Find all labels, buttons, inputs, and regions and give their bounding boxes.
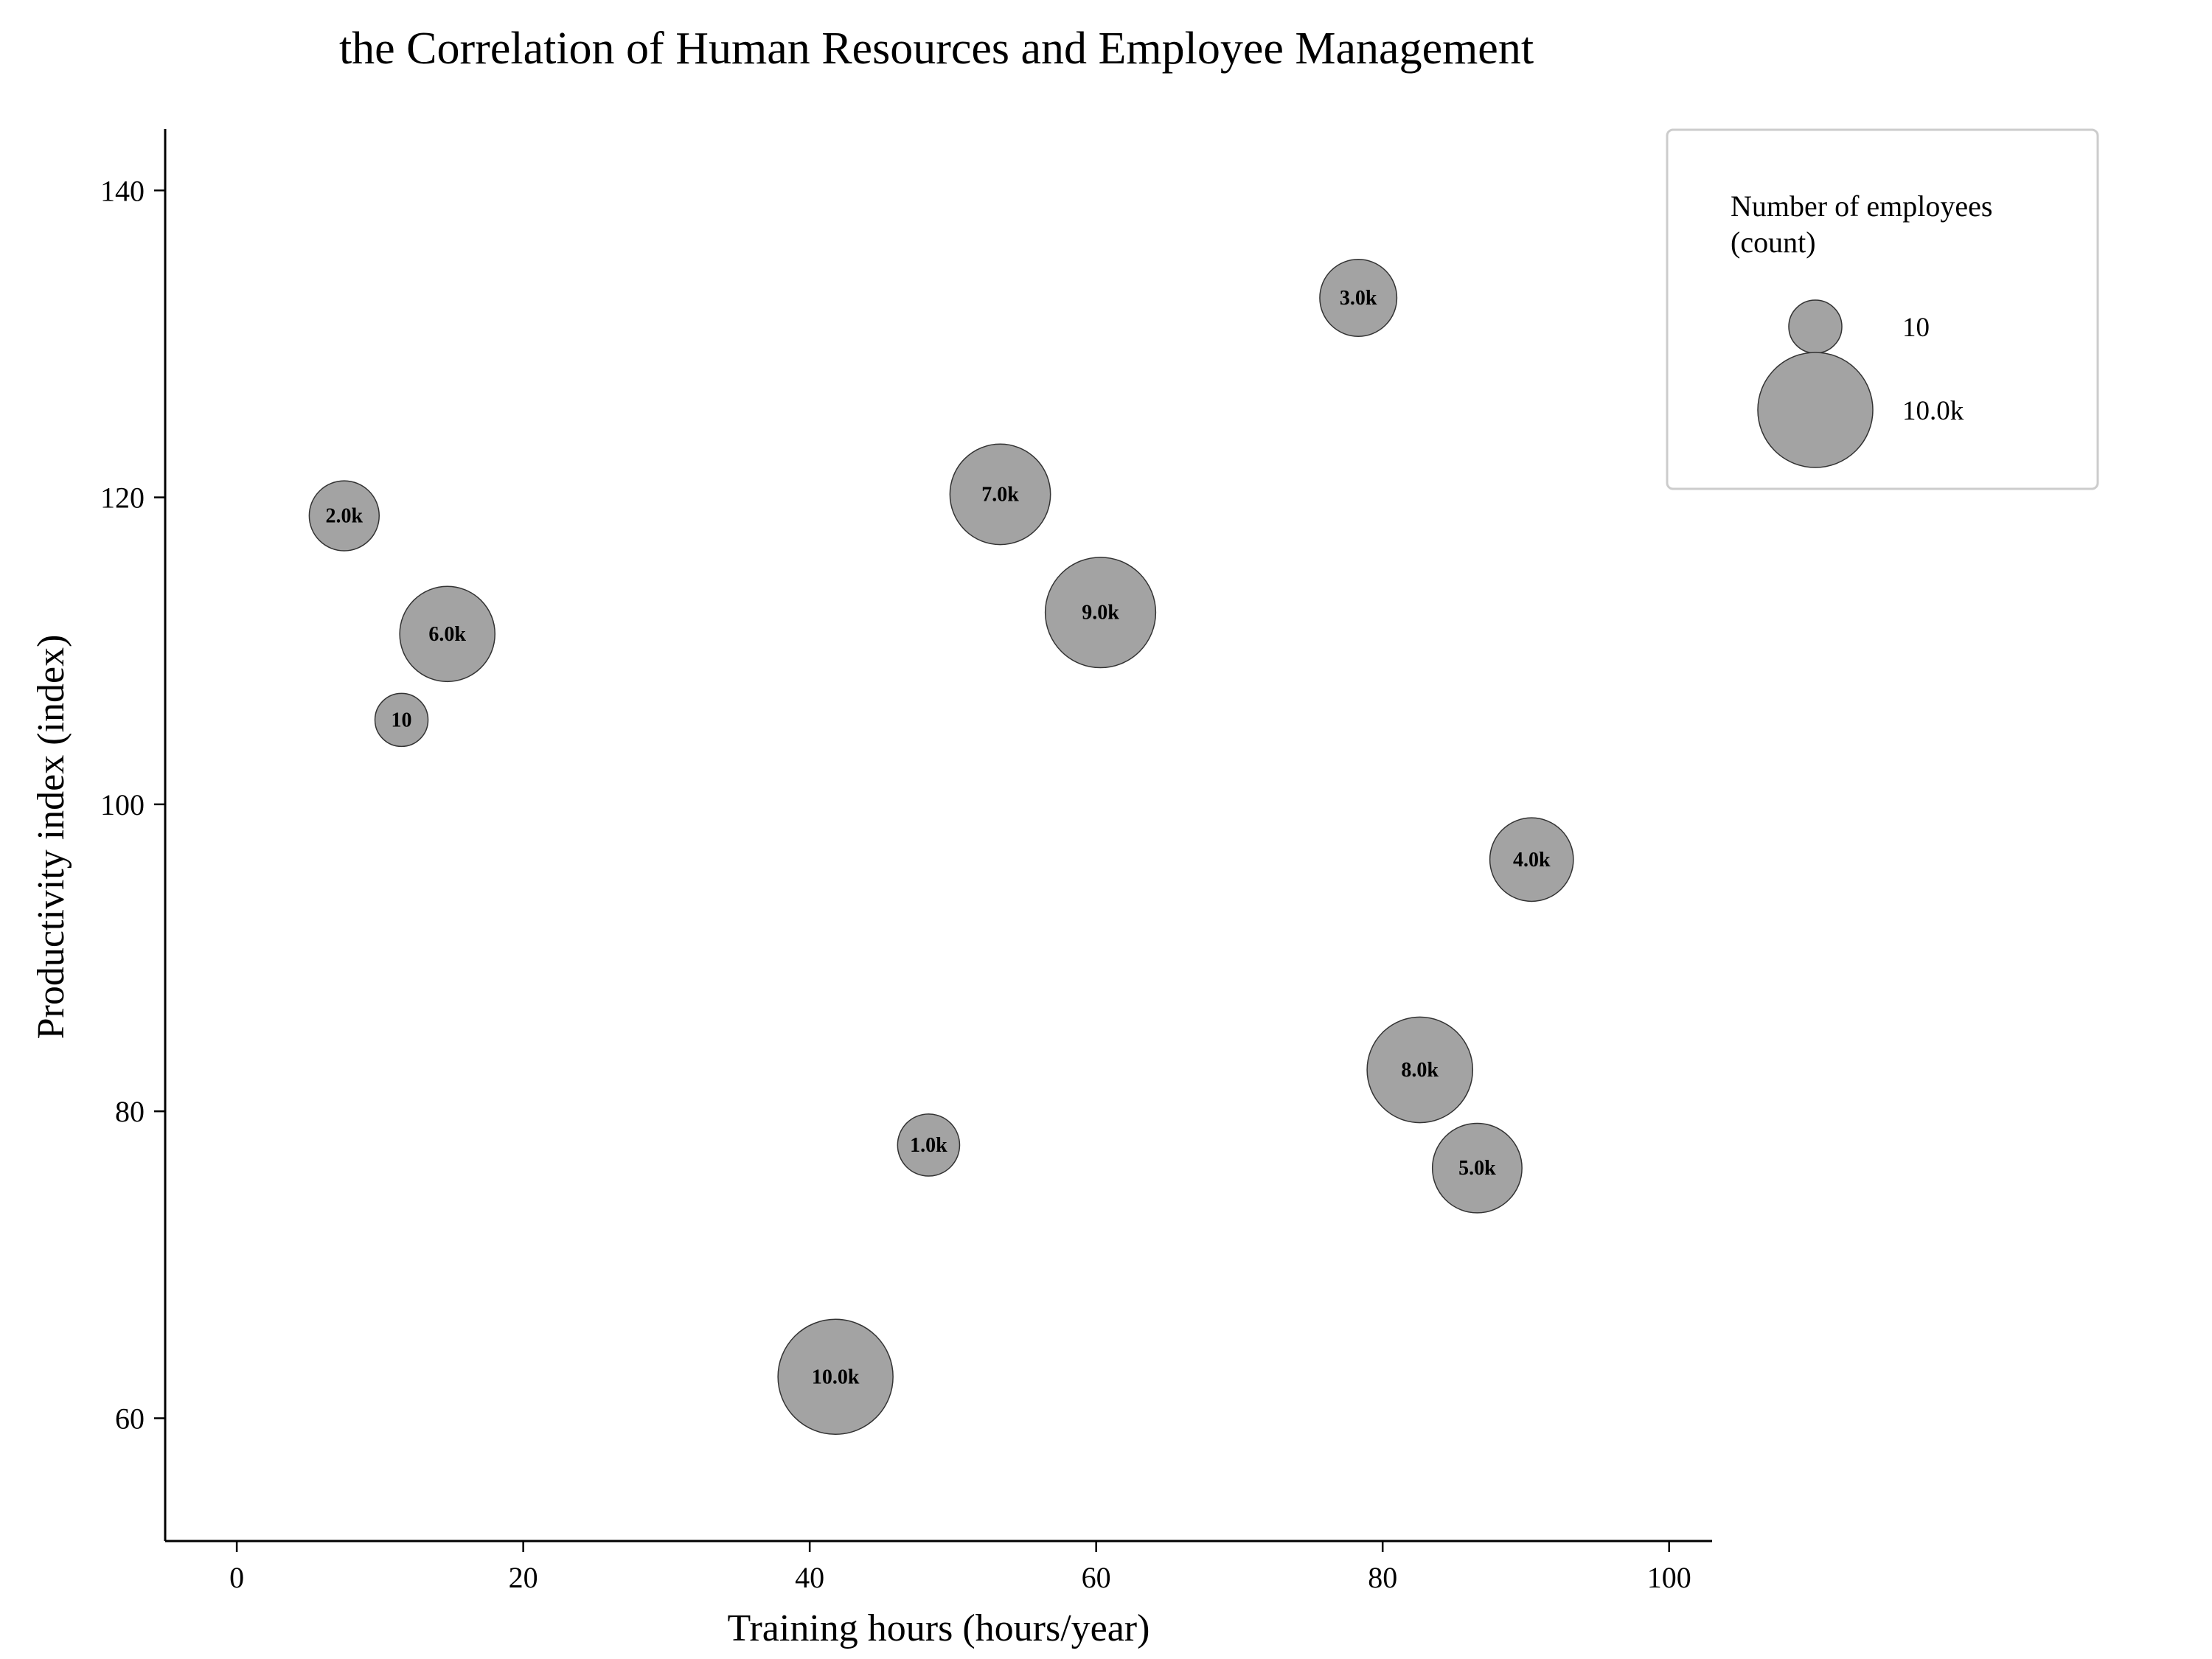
y-tick-label: 80 bbox=[115, 1095, 145, 1128]
bubble-circle bbox=[1044, 557, 1157, 669]
legend-title-line-1: Number of employees bbox=[1731, 189, 1992, 223]
bubble-point: 1.0k bbox=[897, 1113, 961, 1177]
bubble-circle bbox=[308, 480, 380, 552]
y-tick-label: 60 bbox=[115, 1402, 145, 1435]
bubble-point: 10.0k bbox=[777, 1318, 894, 1436]
y-ticks: 60 80 100 120 140 bbox=[100, 174, 165, 1435]
x-tick-label: 80 bbox=[1368, 1561, 1397, 1594]
bubble-label: 1.0k bbox=[910, 1134, 947, 1157]
bubble-point: 5.0k bbox=[1431, 1122, 1523, 1214]
bubbles: 2.0k 6.0k 10 7.0k 9.0k 3.0k 4.0k 8.0k 5.0k 1.0k 10… bbox=[308, 258, 1574, 1436]
axes bbox=[164, 129, 1712, 1543]
bubble-circle bbox=[949, 443, 1051, 546]
bubble-label: 5.0k bbox=[1458, 1157, 1496, 1180]
x-tick-label: 100 bbox=[1647, 1561, 1691, 1594]
y-tick-label: 120 bbox=[100, 481, 145, 515]
bubble-circle bbox=[399, 585, 495, 683]
bubble-circle bbox=[1319, 258, 1398, 337]
x-tick-label: 0 bbox=[229, 1561, 244, 1594]
legend-entries: 10 10.0k bbox=[1757, 299, 1964, 468]
y-axis-label: Productivity index (index) bbox=[30, 635, 72, 1040]
bubble-label: 8.0k bbox=[1401, 1059, 1439, 1082]
legend-frame bbox=[1666, 128, 2099, 490]
chart-title: the Correlation of Human Resources and E… bbox=[339, 24, 1534, 74]
legend-bubble bbox=[1757, 352, 1874, 468]
x-tick-label: 40 bbox=[795, 1561, 824, 1594]
size-legend: Number of employees (count) 10 10.0k bbox=[1666, 128, 2099, 490]
bubble-circle bbox=[1489, 817, 1574, 902]
bubble-label: 9.0k bbox=[1082, 602, 1119, 625]
bubble-label: 7.0k bbox=[981, 483, 1019, 506]
legend-bubble bbox=[1788, 299, 1843, 354]
x-ticks: 0 20 40 60 80 100 bbox=[229, 1541, 1691, 1594]
x-tick-label: 60 bbox=[1082, 1561, 1111, 1594]
bubble-point: 3.0k bbox=[1319, 258, 1398, 337]
bubble-point: 2.0k bbox=[308, 480, 380, 552]
bubble-circle bbox=[1366, 1016, 1474, 1124]
bubble-point: 4.0k bbox=[1489, 817, 1574, 902]
legend-title-line-2: (count) bbox=[1731, 226, 1816, 259]
bubble-circle bbox=[374, 692, 429, 748]
bubble-point: 8.0k bbox=[1366, 1016, 1474, 1124]
y-tick-label: 140 bbox=[100, 174, 145, 207]
legend-entry-label: 10.0k bbox=[1902, 396, 1964, 426]
bubble-label: 6.0k bbox=[428, 623, 466, 646]
bubble-label: 2.0k bbox=[326, 505, 364, 528]
x-axis-label: Training hours (hours/year) bbox=[728, 1607, 1150, 1649]
bubble-label: 4.0k bbox=[1513, 849, 1551, 872]
legend-entry-label: 10 bbox=[1902, 313, 1930, 343]
legend-entry: 10 bbox=[1788, 299, 1930, 354]
bubble-circle bbox=[777, 1318, 894, 1436]
legend-entry: 10.0k bbox=[1757, 352, 1964, 468]
bubble-point: 7.0k bbox=[949, 443, 1051, 546]
bubble-point: 6.0k bbox=[399, 585, 495, 683]
bubble-circle bbox=[1431, 1122, 1523, 1214]
x-tick-label: 20 bbox=[509, 1561, 538, 1594]
bubble-label: 10.0k bbox=[812, 1366, 860, 1388]
bubble-label: 3.0k bbox=[1340, 287, 1377, 310]
y-tick-label: 100 bbox=[100, 788, 145, 821]
bubble-circle bbox=[897, 1113, 961, 1177]
bubble-point: 10 bbox=[374, 692, 429, 748]
bubble-label: 10 bbox=[392, 709, 412, 731]
bubble-point: 9.0k bbox=[1044, 557, 1157, 669]
